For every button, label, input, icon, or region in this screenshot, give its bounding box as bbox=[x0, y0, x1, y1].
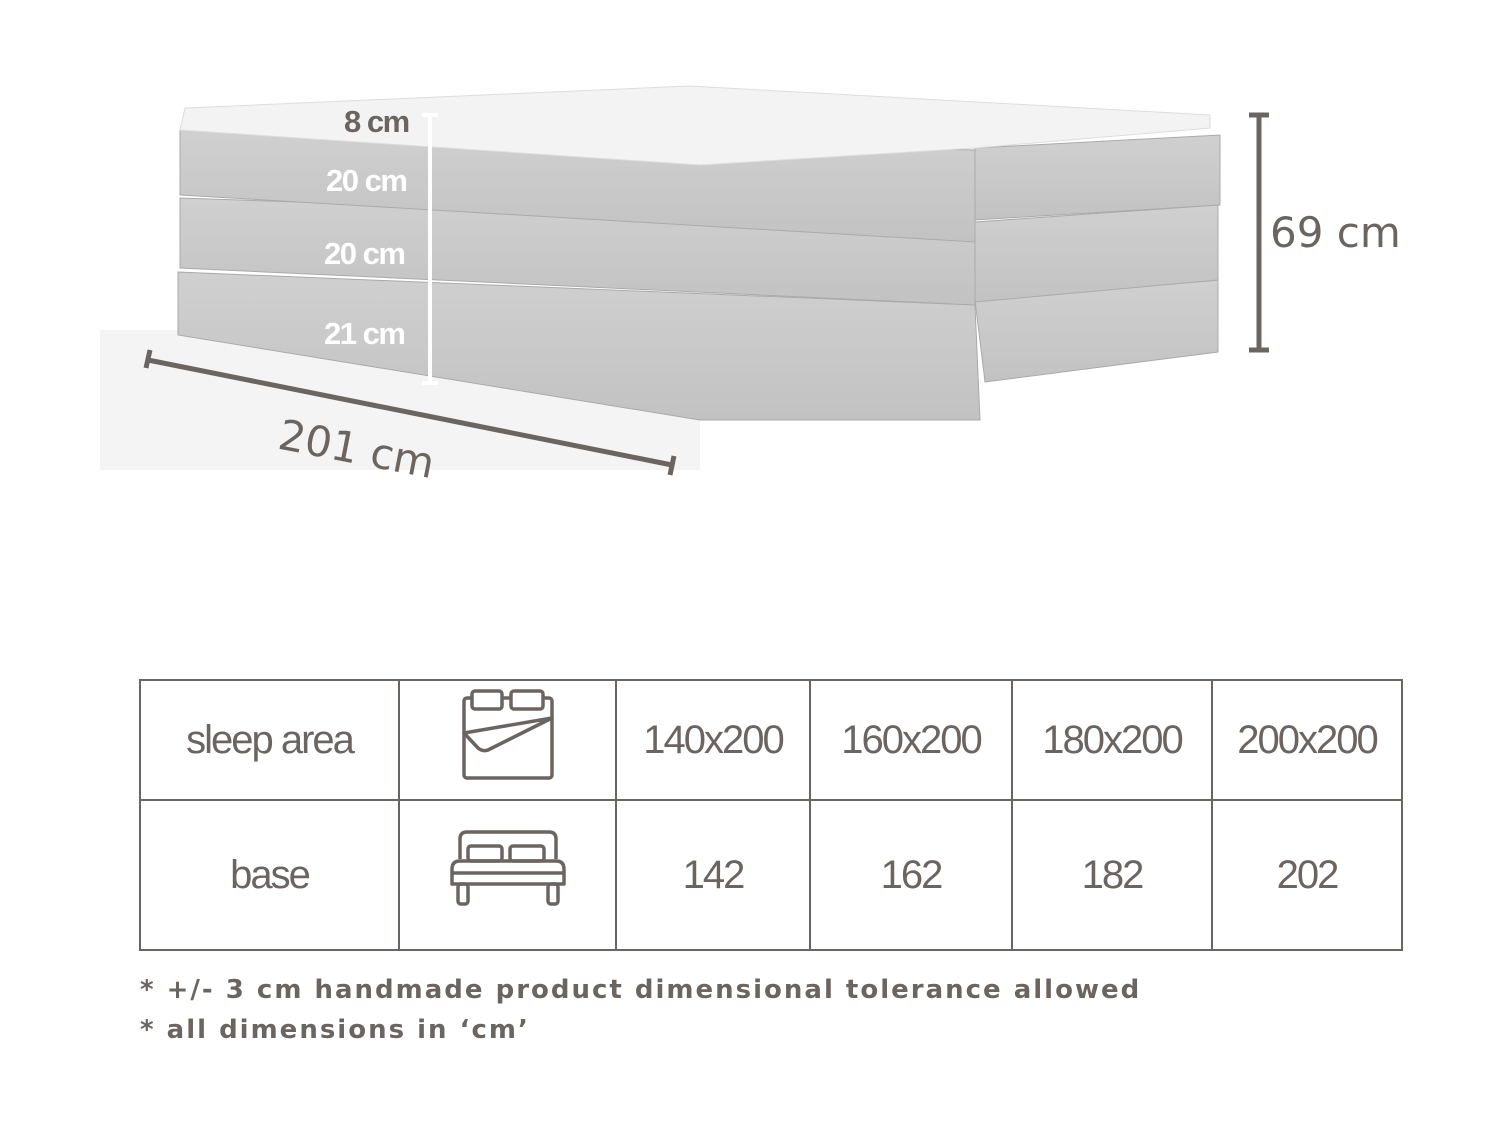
base-left bbox=[177, 271, 981, 421]
table-row-base: base 142 162 182 202 bbox=[139, 799, 1403, 951]
size-cell: 200x200 bbox=[1211, 679, 1403, 801]
size-cell: 162 bbox=[809, 799, 1013, 951]
topper bbox=[179, 85, 1211, 166]
bed-icon bbox=[398, 799, 617, 951]
size-cell: 140x200 bbox=[615, 679, 811, 801]
size-cell: 202 bbox=[1211, 799, 1403, 951]
size-cell: 180x200 bbox=[1011, 679, 1213, 801]
size-cell: 182 bbox=[1011, 799, 1213, 951]
tolerance-note: * +/- 3 cm handmade product dimensional … bbox=[140, 975, 1142, 1005]
top-right bbox=[974, 134, 1221, 221]
bed-illustration bbox=[100, 85, 1269, 476]
units-note: * all dimensions in ‘cm’ bbox=[140, 1015, 530, 1045]
size-table: sleep area 140x200 160x200 180x200 200x2… bbox=[139, 679, 1403, 951]
row-label: base bbox=[139, 799, 400, 951]
middle-layer-height-label: 20 cm bbox=[324, 236, 406, 271]
middle-right bbox=[974, 204, 1219, 303]
topper-height-label: 8 cm bbox=[344, 104, 410, 139]
total-height-label: 69 cm bbox=[1270, 208, 1401, 257]
mattress-icon bbox=[398, 679, 617, 801]
footnotes: * +/- 3 cm handmade product dimensional … bbox=[140, 970, 1141, 1050]
size-cell: 160x200 bbox=[809, 679, 1013, 801]
top-layer-height-label: 20 cm bbox=[326, 163, 408, 198]
table-row-sleep-area: sleep area 140x200 160x200 180x200 200x2… bbox=[139, 679, 1403, 801]
row-label: sleep area bbox=[139, 679, 400, 801]
size-cell: 142 bbox=[615, 799, 811, 951]
base-height-label: 21 cm bbox=[324, 316, 406, 351]
